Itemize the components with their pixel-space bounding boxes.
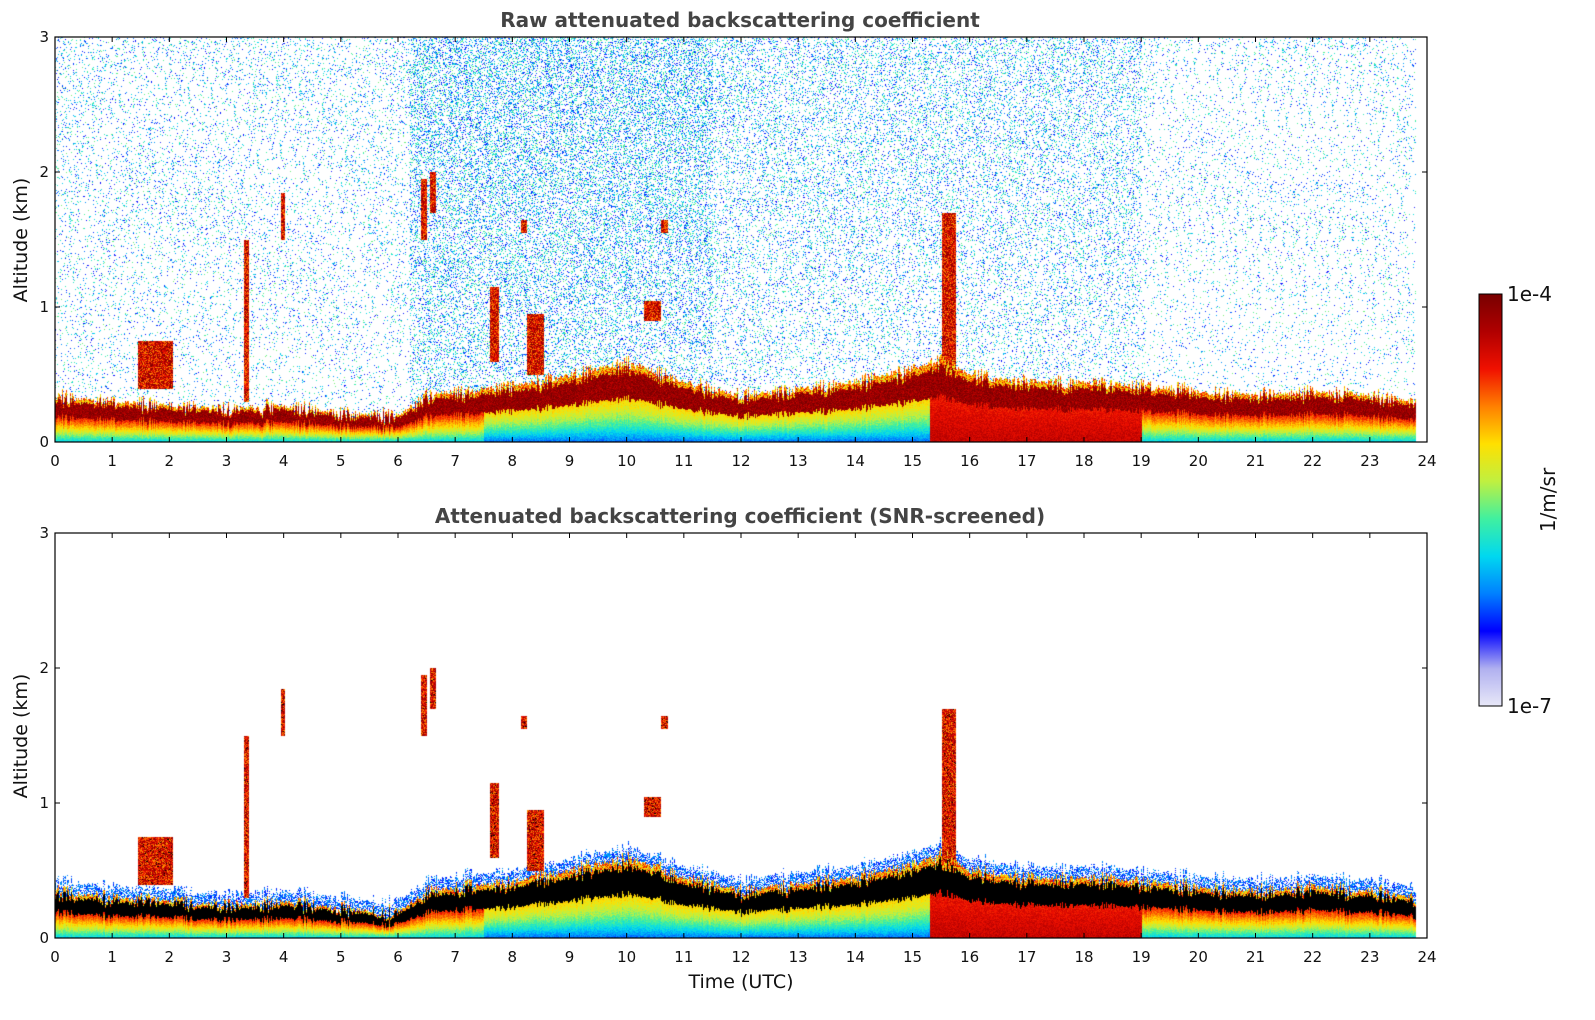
x-tick-label: 5: [336, 948, 346, 966]
y-tick-label: 0: [39, 929, 49, 947]
y-tick-label: 3: [39, 28, 49, 46]
x-tick-label: 10: [617, 452, 636, 470]
y-tick-label: 0: [39, 433, 49, 451]
x-tick-label: 24: [1417, 452, 1436, 470]
x-tick-label: 6: [393, 452, 403, 470]
screened-panel-title: Attenuated backscattering coefficient (S…: [435, 504, 1045, 528]
x-tick-label: 24: [1417, 948, 1436, 966]
x-tick-label: 15: [903, 452, 922, 470]
x-tick-label: 8: [508, 948, 518, 966]
x-tick-label: 9: [565, 948, 575, 966]
y-tick-label: 2: [39, 163, 49, 181]
x-axis-label: Time (UTC): [687, 971, 793, 993]
x-tick-label: 14: [846, 948, 865, 966]
x-tick-label: 13: [789, 948, 808, 966]
screened-heatmap-image: [55, 533, 1427, 938]
raw-y-axis-label: Altitude (km): [10, 178, 32, 303]
x-tick-label: 22: [1303, 948, 1322, 966]
x-tick-label: 5: [336, 452, 346, 470]
x-tick-label: 19: [1132, 452, 1151, 470]
x-tick-label: 13: [789, 452, 808, 470]
x-tick-label: 7: [450, 452, 460, 470]
screened-y-axis: 0 1 2 3: [39, 524, 1427, 947]
x-tick-label: 18: [1074, 452, 1093, 470]
x-tick-label: 12: [731, 452, 750, 470]
x-tick-label: 20: [1189, 948, 1208, 966]
screened-x-axis: 0 1 2 3 4 5 6 7 8 9 10 11 12 13 14 15 16 17 18 19 20 21 22 23 24: [50, 533, 1437, 966]
colorbar-min-label: 1e-7: [1507, 694, 1552, 718]
x-tick-label: 0: [50, 948, 60, 966]
x-tick-label: 10: [617, 948, 636, 966]
y-tick-label: 3: [39, 524, 49, 542]
screened-backscatter-panel: Attenuated backscattering coefficient (S…: [10, 504, 1437, 993]
x-tick-label: 2: [165, 452, 175, 470]
x-tick-label: 3: [222, 452, 232, 470]
x-tick-label: 8: [508, 452, 518, 470]
raw-x-axis: 0 1 2 3 4 5 6 7 8 9 10 11 12 13 14 15 16 17 18 19 20 21 22 23 24: [50, 37, 1437, 470]
y-tick-label: 1: [39, 794, 49, 812]
raw-heatmap-image: [55, 37, 1427, 442]
raw-backscatter-panel: Raw attenuated backscattering coefficien…: [10, 8, 1437, 470]
x-tick-label: 2: [165, 948, 175, 966]
x-tick-label: 14: [846, 452, 865, 470]
x-tick-label: 20: [1189, 452, 1208, 470]
x-tick-label: 11: [674, 452, 693, 470]
x-tick-label: 19: [1132, 948, 1151, 966]
raw-panel-title: Raw attenuated backscattering coefficien…: [500, 8, 980, 32]
x-tick-label: 6: [393, 948, 403, 966]
x-tick-label: 0: [50, 452, 60, 470]
x-tick-label: 23: [1360, 948, 1379, 966]
colorbar-unit-label: 1/m/sr: [1536, 467, 1560, 532]
x-tick-label: 17: [1017, 948, 1036, 966]
x-tick-label: 7: [450, 948, 460, 966]
y-tick-label: 1: [39, 298, 49, 316]
x-tick-label: 11: [674, 948, 693, 966]
screened-y-axis-label: Altitude (km): [10, 674, 32, 799]
x-tick-label: 1: [107, 452, 117, 470]
x-tick-label: 22: [1303, 452, 1322, 470]
colorbar-max-label: 1e-4: [1507, 282, 1552, 306]
x-tick-label: 4: [279, 452, 289, 470]
x-tick-label: 18: [1074, 948, 1093, 966]
x-tick-label: 17: [1017, 452, 1036, 470]
x-tick-label: 4: [279, 948, 289, 966]
raw-y-axis: 0 1 2 3: [39, 28, 1427, 451]
x-tick-label: 16: [960, 948, 979, 966]
x-tick-label: 3: [222, 948, 232, 966]
x-tick-label: 15: [903, 948, 922, 966]
y-tick-label: 2: [39, 659, 49, 677]
x-tick-label: 23: [1360, 452, 1379, 470]
colorbar-gradient: [1478, 293, 1503, 707]
x-tick-label: 21: [1246, 452, 1265, 470]
x-tick-label: 21: [1246, 948, 1265, 966]
x-tick-label: 12: [731, 948, 750, 966]
colorbar: 1e-4 1e-7 1/m/sr: [1478, 282, 1560, 718]
x-tick-label: 1: [107, 948, 117, 966]
x-tick-label: 9: [565, 452, 575, 470]
x-tick-label: 16: [960, 452, 979, 470]
